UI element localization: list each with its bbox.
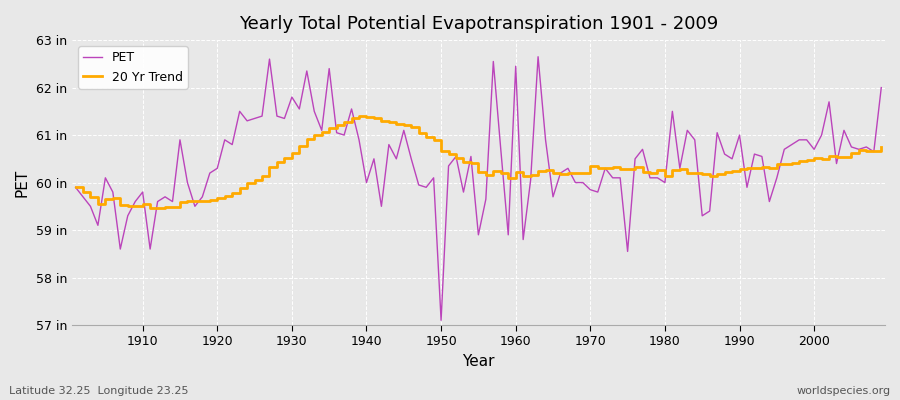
PET <box>130 199 140 204</box>
PET <box>510 64 521 69</box>
20 Yr Trend <box>615 166 626 171</box>
20 Yr Trend <box>526 172 536 177</box>
PET <box>70 185 81 190</box>
20 Yr Trend <box>354 114 364 118</box>
20 Yr Trend <box>145 206 156 211</box>
PET <box>533 54 544 59</box>
20 Yr Trend <box>70 185 81 190</box>
PET <box>518 237 528 242</box>
Legend: PET, 20 Yr Trend: PET, 20 Yr Trend <box>78 46 188 89</box>
X-axis label: Year: Year <box>462 354 495 369</box>
Line: PET: PET <box>76 57 881 320</box>
PET <box>436 318 446 323</box>
PET <box>615 176 626 180</box>
Text: Latitude 32.25  Longitude 23.25: Latitude 32.25 Longitude 23.25 <box>9 386 188 396</box>
PET <box>338 133 349 138</box>
Line: 20 Yr Trend: 20 Yr Trend <box>76 116 881 208</box>
Y-axis label: PET: PET <box>15 168 30 197</box>
20 Yr Trend <box>518 174 528 179</box>
20 Yr Trend <box>130 203 140 208</box>
20 Yr Trend <box>876 145 886 150</box>
PET <box>876 85 886 90</box>
20 Yr Trend <box>346 115 357 120</box>
PET <box>294 106 305 111</box>
20 Yr Trend <box>302 137 312 142</box>
Title: Yearly Total Potential Evapotranspiration 1901 - 2009: Yearly Total Potential Evapotranspiratio… <box>238 15 718 33</box>
Text: worldspecies.org: worldspecies.org <box>796 386 891 396</box>
